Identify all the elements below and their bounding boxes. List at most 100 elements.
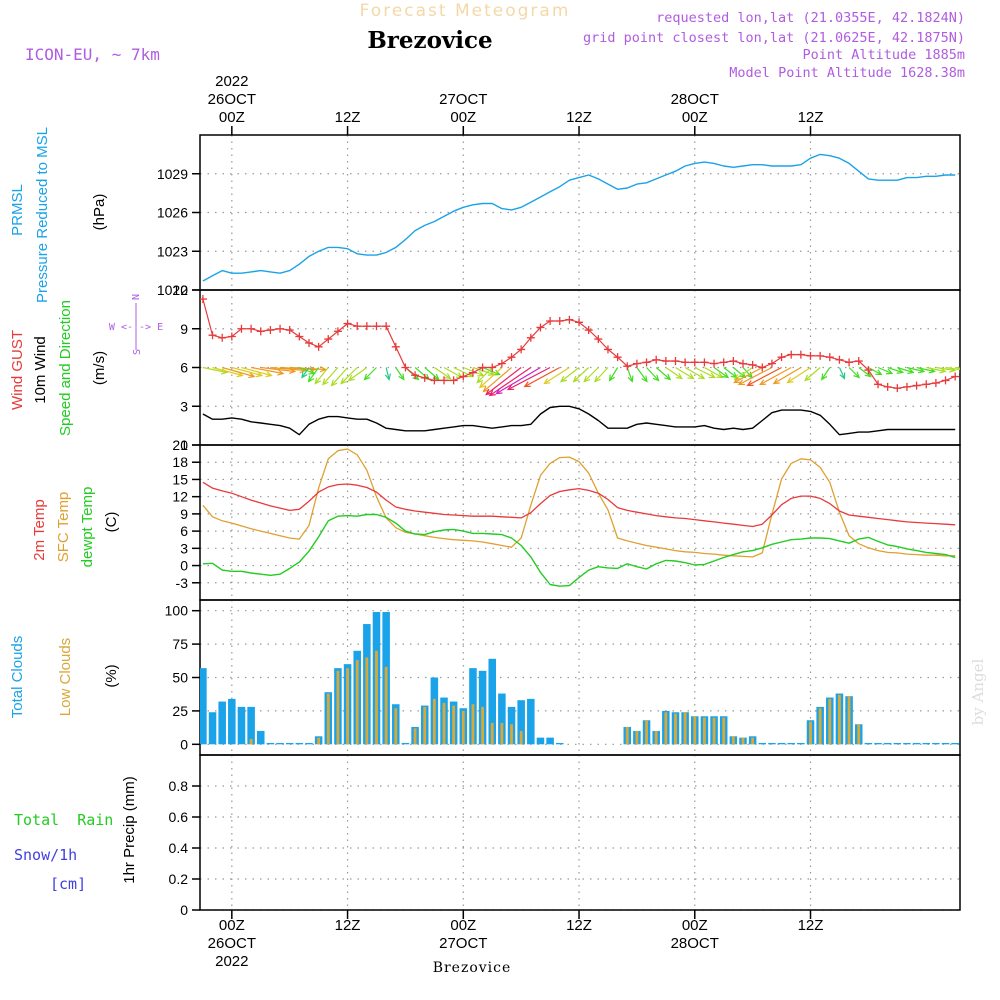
temperature-ytick-label: -3 xyxy=(176,575,189,591)
wind-gust-point xyxy=(642,358,651,367)
wind-gust-point xyxy=(758,363,767,372)
wind-arrow xyxy=(684,366,705,380)
wind-arrow xyxy=(945,366,960,371)
wind-arrow xyxy=(734,366,763,384)
total-cloud-bar xyxy=(257,730,265,745)
clouds-ytick-label: 50 xyxy=(172,670,188,686)
wind-ytick-label: 0 xyxy=(180,437,188,453)
wind-arrow xyxy=(773,366,802,385)
low-cloud-bar xyxy=(510,724,513,745)
wind-arrow xyxy=(804,367,821,381)
wind-gust-point xyxy=(247,324,256,333)
total-cloud-bar xyxy=(200,668,207,745)
wind-arrow xyxy=(424,367,440,380)
wind-gust-point xyxy=(748,360,757,369)
pressure-label-long: Pressure Reduced to MSL xyxy=(34,127,51,303)
wind-arrowhead xyxy=(969,367,975,372)
top-time-label: 27OCT xyxy=(439,91,487,108)
wind-arrowhead xyxy=(804,374,812,382)
clouds-unit: (%) xyxy=(103,664,120,687)
wind-arrow xyxy=(476,367,493,383)
wind-gust-point xyxy=(304,338,313,347)
precip-frame xyxy=(199,754,961,911)
wind-arrowhead xyxy=(482,385,490,393)
temperature-data xyxy=(202,448,956,587)
temp-sfc-label: SFC Temp xyxy=(55,492,72,563)
wind-gust-point xyxy=(729,357,738,366)
total-cloud-bar xyxy=(787,742,795,745)
wind-arrowhead xyxy=(330,379,338,387)
wind-gust-point xyxy=(430,376,439,385)
wind-gust-point xyxy=(690,358,699,367)
total-cloud-bar xyxy=(903,742,911,745)
total-cloud-bar xyxy=(295,742,304,745)
wind-gust-point xyxy=(285,326,294,335)
wind-arrow xyxy=(482,366,500,376)
snow-unit: [cm] xyxy=(50,875,86,893)
wind-gust-point xyxy=(922,380,931,389)
footer-location: Brezovice xyxy=(433,960,512,976)
top-time-label: 00Z xyxy=(219,109,245,126)
temperature-ytick-label: 15 xyxy=(172,471,188,487)
wind-arrow xyxy=(524,366,561,388)
wind-data xyxy=(200,295,975,436)
precip-ytick-label: 0 xyxy=(180,902,188,918)
wind-gust-point xyxy=(536,323,545,332)
pressure-ytick-label: 1026 xyxy=(157,205,188,221)
wind-gust-point xyxy=(546,317,555,325)
pressure-panel: 1020 1023 1026 1029 xyxy=(157,134,961,298)
bottom-time-label: 28OCT xyxy=(671,935,719,952)
total-cloud-bar xyxy=(401,742,410,745)
wind-arrow xyxy=(609,367,619,381)
total-cloud-bar xyxy=(546,737,554,745)
wind-arrow xyxy=(301,367,310,378)
wind-gust-point xyxy=(787,350,796,359)
low-cloud-bar xyxy=(838,694,841,745)
wind-arrowhead xyxy=(737,379,745,386)
low-cloud-bar xyxy=(722,717,726,745)
wind-arrow xyxy=(655,367,671,380)
wind-arrowhead xyxy=(687,373,695,380)
wind-arrow xyxy=(483,367,512,392)
wind-arrow xyxy=(887,366,903,374)
wind-arrow xyxy=(496,366,541,395)
wind-arrow xyxy=(489,367,532,396)
wind-gust-point xyxy=(200,295,207,304)
wind-arrow xyxy=(385,367,390,380)
low-cloud-bar xyxy=(847,696,851,745)
low-cloud-bar xyxy=(442,702,446,745)
wind-arrowhead xyxy=(495,388,503,395)
temperature-ytick-label: 0 xyxy=(180,558,188,574)
wind-arrowhead xyxy=(543,378,551,385)
wind-speed-dir-label: Speed and Direction xyxy=(57,300,74,436)
total-cloud-bar xyxy=(228,698,236,745)
wind-gust-point xyxy=(391,342,400,351)
precip-ytick-label: 0.6 xyxy=(169,809,189,825)
wind-gust-point xyxy=(468,368,477,377)
wind-gust-point xyxy=(420,373,429,382)
total-cloud-bar xyxy=(498,693,506,745)
wind-gust-point xyxy=(401,363,410,372)
wind-arrowhead xyxy=(340,377,348,385)
low-cloud-bar xyxy=(654,730,658,745)
wind-gust-point xyxy=(362,322,371,331)
wind-gust-point xyxy=(874,380,883,389)
low-cloud-bar xyxy=(461,710,465,745)
pressure-unit: (hPa) xyxy=(91,194,108,231)
prmsl-line xyxy=(202,153,956,282)
wind-arrow xyxy=(479,367,503,388)
low-cloud-bar xyxy=(336,670,340,745)
low-cloud-bar xyxy=(471,704,475,745)
wind-gust-point xyxy=(382,322,391,331)
wind-gust-point xyxy=(854,357,863,366)
wind-arrow xyxy=(848,367,860,378)
wind-arrowhead xyxy=(301,371,308,379)
bottom-time-label: 12Z xyxy=(798,917,824,934)
wind-gust-point xyxy=(256,327,265,336)
wind-arrow xyxy=(732,367,746,378)
wind-arrowhead xyxy=(853,371,861,379)
wind-arrowhead xyxy=(875,369,883,376)
wind-gust-point xyxy=(902,382,911,391)
wind-gust-point xyxy=(738,359,747,368)
wind-arrow xyxy=(241,366,272,377)
